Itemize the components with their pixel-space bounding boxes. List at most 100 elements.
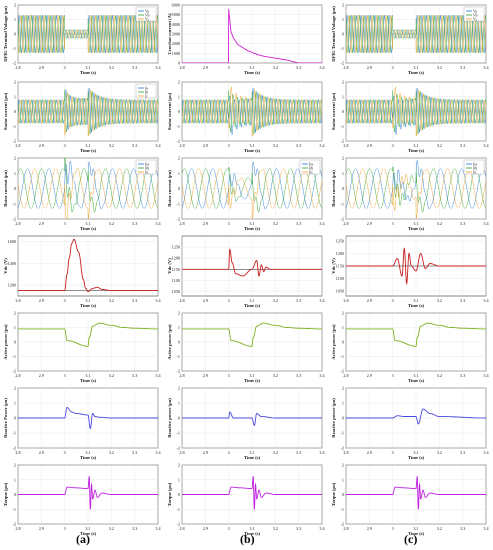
x-tick-label: 3.4 bbox=[155, 450, 161, 455]
x-tick-label: 3.1 bbox=[85, 298, 90, 303]
y-axis-label: Active power (pu) bbox=[167, 324, 172, 360]
column-label-b: (b) bbox=[240, 532, 255, 546]
y-tick-label: 5000 bbox=[172, 12, 180, 17]
x-tick-label: 3.3 bbox=[132, 143, 137, 148]
y-tick-label: -2 bbox=[341, 217, 345, 222]
x-tick-label: 2.8 bbox=[179, 143, 184, 148]
y-tick-label: -2 bbox=[341, 446, 345, 451]
x-tick-label: 3 bbox=[228, 143, 230, 148]
plot-area bbox=[346, 159, 486, 219]
y-tick-label: 1 bbox=[342, 401, 344, 406]
y-axis-label: Reactive power (pu) bbox=[167, 398, 172, 438]
x-tick-label: 3 bbox=[64, 373, 66, 378]
y-tick-label: 2 bbox=[178, 156, 180, 161]
x-tick-label: 3.4 bbox=[155, 373, 161, 378]
x-tick-label: 3.2 bbox=[437, 373, 442, 378]
x-tick-label: 3.2 bbox=[109, 221, 114, 226]
column-label-c: (c) bbox=[404, 532, 418, 546]
phase-series-line bbox=[346, 14, 486, 54]
plot-area bbox=[182, 86, 322, 137]
x-tick-label: 3.4 bbox=[319, 221, 325, 226]
x-tick-label: 3.4 bbox=[155, 298, 161, 303]
x-tick-label: 3 bbox=[228, 221, 230, 226]
x-tick-label: 2.9 bbox=[39, 526, 44, 531]
y-tick-label: -1 bbox=[177, 354, 181, 359]
x-tick-label: 3.4 bbox=[483, 450, 489, 455]
y-tick-label: 1150 bbox=[172, 267, 180, 272]
y-tick-label: 0 bbox=[14, 186, 16, 191]
x-axis-label: Time (s) bbox=[80, 226, 97, 231]
x-tick-label: 3.2 bbox=[109, 143, 114, 148]
x-tick-label: 3 bbox=[64, 65, 66, 70]
plot-area bbox=[346, 14, 486, 54]
phase-series-line bbox=[18, 89, 158, 137]
x-tick-label: 3 bbox=[392, 65, 394, 70]
plot-area bbox=[346, 322, 486, 347]
series-line bbox=[18, 475, 158, 510]
legend-box bbox=[135, 83, 157, 99]
plot-area bbox=[18, 238, 158, 293]
phase-series-line bbox=[346, 87, 486, 136]
x-tick-label: 3 bbox=[64, 450, 66, 455]
legend-entry: Vc bbox=[473, 17, 478, 21]
x-tick-label: 2.8 bbox=[15, 526, 20, 531]
y-tick-label: 2000 bbox=[172, 41, 180, 46]
x-tick-label: 3.4 bbox=[155, 221, 161, 226]
y-tick-label: -1 bbox=[341, 46, 345, 51]
x-tick-label: 3.4 bbox=[319, 450, 325, 455]
y-tick-label: 1 bbox=[14, 17, 16, 22]
x-tick-label: 3 bbox=[392, 298, 394, 303]
chart-panel-active_power-a: 2.8 2.9 3 3.1 3.2 3.3 3.4 -2 -1 0 1 2 Time (s) Active… bbox=[3, 311, 162, 384]
x-tick-label: 3.3 bbox=[132, 298, 137, 303]
series-line bbox=[182, 475, 322, 510]
phase-series-line bbox=[18, 87, 158, 133]
x-axis-label: Time (s) bbox=[408, 148, 425, 153]
x-axis-label: Time (s) bbox=[244, 303, 261, 308]
x-tick-label: 3.1 bbox=[85, 450, 90, 455]
legend-entry: Ira bbox=[309, 162, 313, 166]
y-tick-label: -1 bbox=[341, 124, 345, 129]
x-tick-label: 2.8 bbox=[15, 450, 20, 455]
x-tick-label: 3.3 bbox=[296, 450, 301, 455]
plot-area bbox=[18, 407, 158, 430]
plot-area bbox=[18, 14, 158, 54]
x-tick-label: 3.2 bbox=[273, 298, 278, 303]
y-tick-label: -2 bbox=[177, 217, 181, 222]
phase-series-line bbox=[182, 168, 322, 219]
x-axis-label: Time (s) bbox=[244, 148, 261, 153]
y-tick-label: -2 bbox=[341, 522, 345, 527]
phase-series-line bbox=[18, 14, 158, 54]
y-tick-label: 1100 bbox=[172, 278, 180, 283]
chart-panel-torque-c: 2.8 2.9 3 3.1 3.2 3.3 3.4 -2 -1 0 1 2 Time (s) Torque… bbox=[331, 463, 490, 537]
x-axis-label: Time (s) bbox=[408, 455, 425, 460]
x-tick-label: 3.1 bbox=[85, 221, 90, 226]
x-tick-label: 3.2 bbox=[109, 526, 114, 531]
x-tick-label: 3 bbox=[392, 373, 394, 378]
chart-panel-reactive_power-c: 2.8 2.9 3 3.1 3.2 3.3 3.4 -2 -1 0 1 2 Time (s) Reacti… bbox=[331, 386, 490, 461]
y-axis-label: Reactive Power (pu) bbox=[3, 398, 8, 438]
x-tick-label: 2.8 bbox=[343, 373, 348, 378]
x-tick-label: 3.3 bbox=[460, 526, 465, 531]
x-tick-label: 3.4 bbox=[483, 526, 489, 531]
x-tick-label: 2.8 bbox=[179, 221, 184, 226]
legend-box bbox=[299, 159, 321, 175]
x-tick-label: 3.1 bbox=[85, 526, 90, 531]
y-tick-label: 1250 bbox=[336, 239, 344, 244]
legend-entry: Ira bbox=[473, 162, 477, 166]
y-axis-label: Vdc (V) bbox=[167, 258, 172, 274]
y-tick-label: 1 bbox=[14, 325, 16, 330]
legend-entry: Vc bbox=[145, 17, 150, 21]
x-tick-label: 2.8 bbox=[343, 526, 348, 531]
x-tick-label: 2.9 bbox=[39, 143, 44, 148]
phase-series-line bbox=[346, 14, 486, 54]
y-tick-label: 2 bbox=[342, 386, 344, 391]
y-tick-label: 0 bbox=[178, 416, 180, 421]
y-tick-label: 0 bbox=[178, 61, 180, 66]
x-tick-label: 3.1 bbox=[413, 298, 418, 303]
x-tick-label: 2.8 bbox=[179, 373, 184, 378]
y-tick-label: 2 bbox=[342, 463, 344, 468]
legend-box bbox=[135, 6, 157, 22]
x-tick-label: 3.3 bbox=[460, 65, 465, 70]
phase-series-line bbox=[346, 166, 486, 213]
y-tick-label: 2 bbox=[178, 80, 180, 85]
